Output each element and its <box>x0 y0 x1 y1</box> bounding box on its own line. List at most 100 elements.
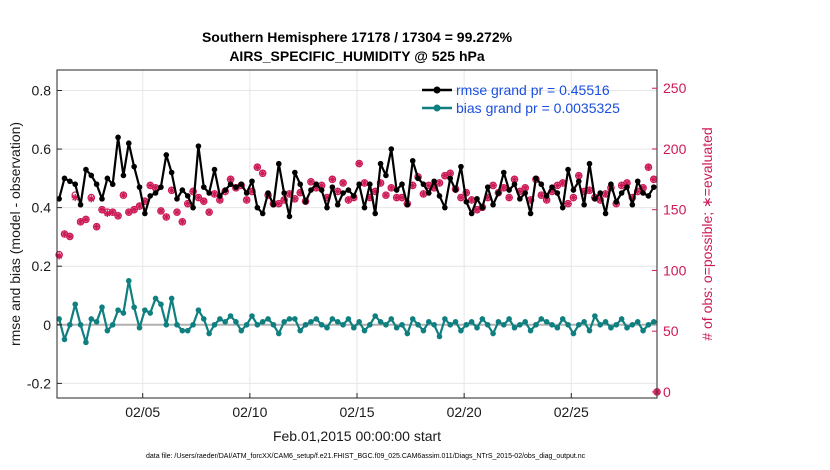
obs-evaluated-marker <box>516 187 524 196</box>
bias-point <box>404 330 411 337</box>
rmse-point <box>77 201 84 208</box>
bias-point <box>613 321 620 328</box>
rmse-point <box>329 184 336 190</box>
bias-point <box>334 319 341 325</box>
obs-evaluated-marker <box>580 187 588 196</box>
bias-point <box>93 319 100 325</box>
obs-evaluated-marker <box>280 196 288 204</box>
rmse-point <box>367 181 373 188</box>
obs-evaluated-marker <box>173 208 181 216</box>
bias-point <box>495 319 502 325</box>
rmse-point <box>93 181 100 188</box>
rmse-point <box>174 196 180 202</box>
bias-point <box>286 316 293 322</box>
rmse-point <box>297 181 304 188</box>
bias-point <box>99 304 105 311</box>
rmse-point <box>479 204 486 211</box>
obs-evaluated-marker <box>93 223 101 231</box>
bias-series <box>56 278 657 346</box>
obs-evaluated-marker <box>430 184 438 192</box>
right-axis-ticks: 0 50 100 150 200 250 <box>652 80 687 400</box>
y2-tick-label: 0 <box>663 384 671 400</box>
rmse-point <box>645 193 652 199</box>
rmse-point <box>286 213 293 220</box>
rmse-point <box>517 196 523 202</box>
bias-point <box>559 316 566 322</box>
bias-point <box>77 321 84 328</box>
obs-evaluated-marker <box>543 196 551 204</box>
obs-evaluated-marker <box>146 181 154 190</box>
bias-point <box>618 316 625 322</box>
rmse-point <box>238 181 245 188</box>
rmse-point <box>597 190 604 196</box>
obs-evaluated-marker <box>339 179 347 187</box>
bias-point <box>645 321 652 328</box>
rmse-point <box>302 198 309 205</box>
obs-evaluated-marker <box>639 184 647 192</box>
rmse-point <box>211 166 218 173</box>
rmse-point <box>592 196 598 202</box>
legend-bias-label: bias grand pr = 0.0035325 <box>456 100 620 116</box>
bias-point <box>565 321 571 328</box>
obs-evaluated-marker <box>125 208 133 216</box>
obs-evaluated-marker <box>371 187 379 196</box>
y-axis-label: rmse and bias (model - observation) <box>7 122 23 346</box>
obs-evaluated-marker <box>537 191 545 199</box>
x-tick-label: 02/15 <box>339 404 374 420</box>
rmse-point <box>575 178 582 185</box>
rmse-point <box>554 190 561 196</box>
bias-point <box>586 327 593 334</box>
obs-evaluated-marker <box>618 181 626 190</box>
obs-evaluated-marker <box>366 193 374 202</box>
bias-point <box>109 321 116 328</box>
rmse-point <box>340 190 346 196</box>
chart-title-line1: Southern Hemisphere 17178 / 17304 = 99.2… <box>202 29 513 45</box>
bias-point <box>254 321 261 328</box>
obs-evaluated-marker <box>650 175 658 183</box>
rmse-point <box>67 178 73 185</box>
obs-evaluated-marker <box>500 184 508 192</box>
rmse-point <box>275 160 282 167</box>
bias-point <box>238 327 245 334</box>
bias-point <box>500 321 507 328</box>
rmse-point <box>442 204 448 211</box>
data-file-footnote: data file: /Users/raeder/DAI/ATM_forcXX/… <box>146 453 586 460</box>
rmse-point <box>56 196 62 202</box>
rmse-point <box>463 198 470 205</box>
rmse-point <box>179 187 186 193</box>
rmse-point <box>254 204 261 211</box>
rmse-point <box>190 204 196 211</box>
obs-evaluated-marker <box>521 184 529 192</box>
bias-point <box>634 319 641 325</box>
obs-evaluated-marker <box>484 193 492 202</box>
obs-evaluated-marker <box>328 175 336 183</box>
bias-point <box>575 321 582 328</box>
bias-point <box>243 321 250 328</box>
legend-rmse-label: rmse grand pr = 0.45516 <box>456 82 610 98</box>
rmse-point <box>136 184 143 190</box>
rmse-point <box>404 201 411 208</box>
obs-evaluated-marker <box>360 179 369 187</box>
obs-evaluated-marker <box>585 186 594 194</box>
bias-point <box>142 307 148 313</box>
y2-tick-label: 50 <box>663 323 679 339</box>
rmse-point <box>115 134 121 141</box>
obs-evaluated-marker <box>510 175 519 183</box>
bias-point <box>554 324 561 331</box>
bias-point <box>152 295 159 302</box>
legend-bias-marker <box>433 104 441 112</box>
bias-point <box>436 333 443 340</box>
obs-evaluated-marker <box>55 252 63 260</box>
obs-evaluated-marker <box>296 189 304 197</box>
rmse-point <box>409 157 416 164</box>
obs-evaluated-marker <box>103 209 111 217</box>
obs-evaluated-marker <box>178 218 186 226</box>
bias-point <box>543 319 550 325</box>
rmse-point <box>383 172 389 179</box>
rmse-point <box>559 204 566 211</box>
rmse-point <box>420 181 427 188</box>
rmse-point <box>200 184 207 190</box>
obs-evaluated-marker <box>344 196 353 204</box>
bias-point <box>425 319 432 325</box>
bias-point <box>67 321 73 328</box>
